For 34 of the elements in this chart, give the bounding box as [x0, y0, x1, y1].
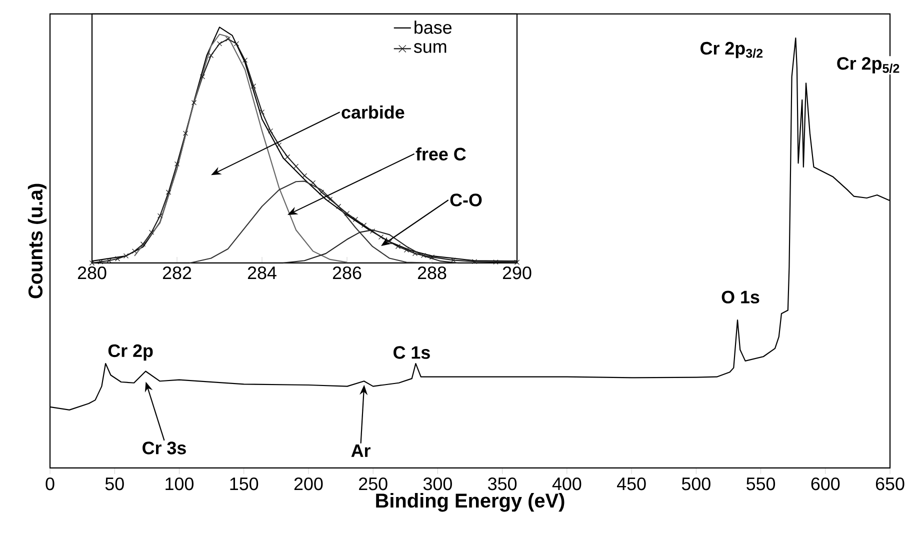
- legend-label: sum: [414, 43, 446, 53]
- x-tick-label: 286: [332, 266, 362, 280]
- y-axis-title: Counts (u.a): [28, 184, 46, 298]
- x-tick-label: 50: [105, 477, 124, 490]
- x-tick-label: 284: [248, 266, 276, 280]
- annotation: Cr 2p$_{3/2}$: [700, 42, 763, 58]
- annotation: carbide: [342, 106, 404, 119]
- annotation: Cr 2p$_{5/2}$: [837, 57, 900, 74]
- annotation: Cr 2p: [108, 344, 153, 361]
- x-axis-title: Binding Energy (eV): [376, 493, 564, 512]
- x-tick-label: 650: [876, 477, 904, 490]
- annotation: Ar: [351, 444, 370, 457]
- annotation: O 1s: [722, 290, 760, 304]
- x-tick-label: 0: [46, 477, 54, 490]
- x-tick-label: 150: [230, 477, 258, 490]
- annotation: free C: [416, 147, 466, 160]
- x-tick-label: 600: [811, 477, 840, 490]
- legend-label: base: [414, 20, 452, 34]
- x-tick-label: 450: [616, 477, 646, 490]
- annotation: C-O: [450, 194, 482, 206]
- x-tick-label: 100: [166, 477, 194, 490]
- annotation: C 1s: [394, 346, 430, 359]
- x-tick-label: 280: [78, 266, 106, 280]
- x-tick-label: 250: [359, 477, 388, 490]
- x-tick-label: 288: [418, 266, 446, 280]
- x-tick-label: 350: [488, 477, 517, 490]
- annotation: Cr 3s: [142, 442, 186, 454]
- x-tick-label: 550: [746, 477, 776, 490]
- x-tick-label: 282: [162, 266, 192, 280]
- x-tick-label: 300: [423, 477, 452, 490]
- x-tick-label: 500: [682, 477, 710, 490]
- x-tick-label: 290: [502, 266, 532, 280]
- x-tick-label: 400: [552, 477, 582, 490]
- x-tick-label: 200: [294, 477, 323, 490]
